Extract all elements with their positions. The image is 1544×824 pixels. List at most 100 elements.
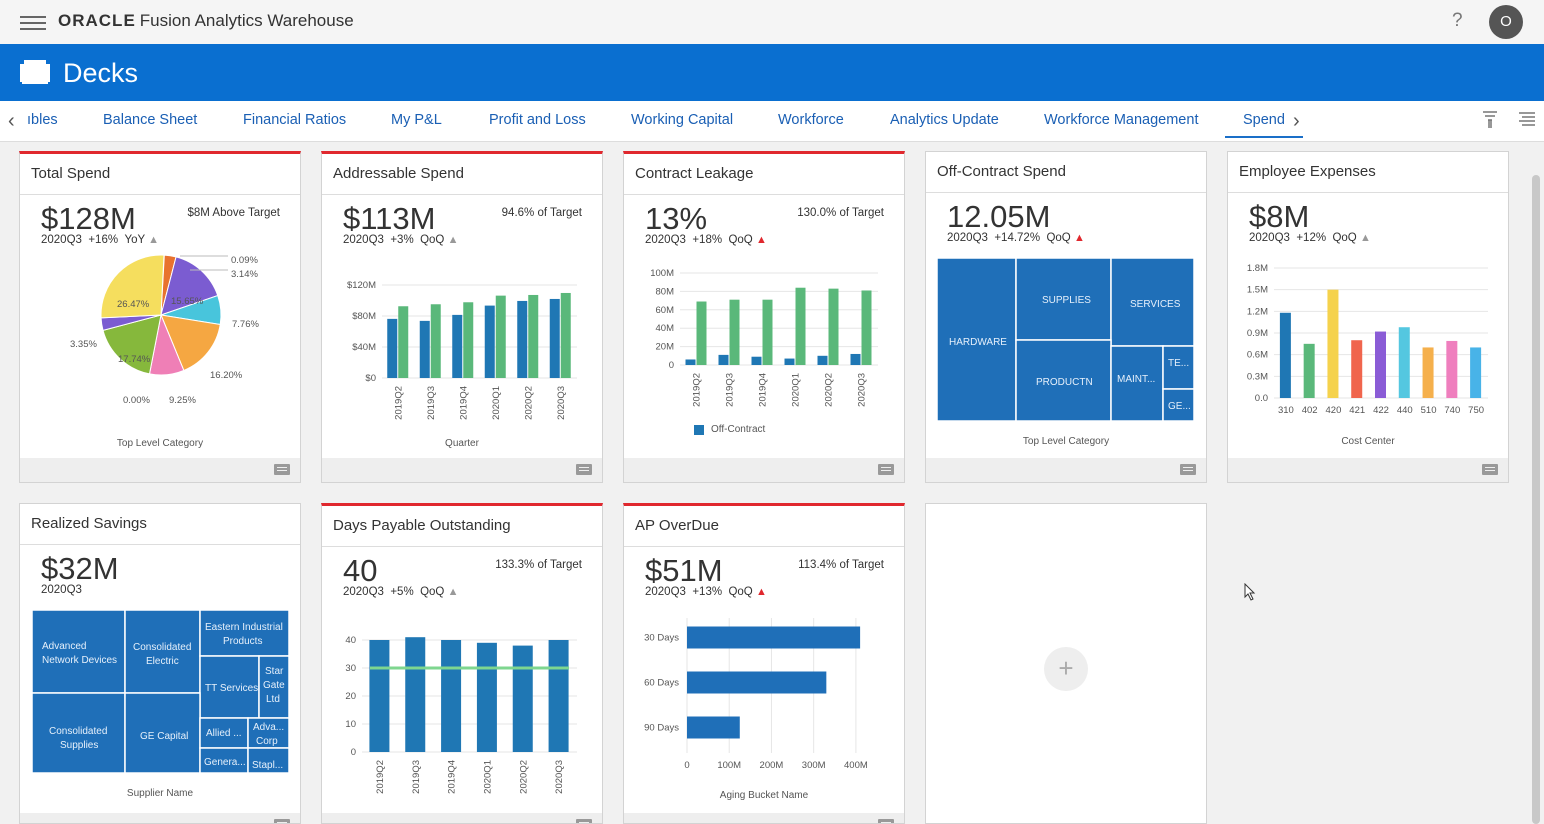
brand-logo: ORACLE Fusion Analytics Warehouse (58, 11, 354, 31)
kpi-sub: 2020Q3 +14.72% QoQ ▲ (947, 232, 1085, 244)
treemap-cell (937, 258, 1017, 421)
help-icon[interactable]: ? (1452, 10, 1463, 31)
kpi-period: 2020Q3 (645, 586, 686, 598)
bar (517, 300, 528, 378)
data-label: 0.00% (123, 395, 150, 406)
treemap-label: TE... (1168, 358, 1189, 369)
comment-icon[interactable] (878, 464, 894, 475)
bar (419, 320, 430, 378)
tab-my-pl[interactable]: My P&L (391, 112, 442, 128)
tab-spend[interactable]: Spend (1225, 112, 1303, 138)
y-tick-label: $120M (347, 280, 376, 291)
bar (1398, 327, 1410, 398)
kpi-period: 2020Q3 (41, 584, 82, 596)
kpi-period: 2020Q3 (41, 234, 82, 246)
tab-working-capital[interactable]: Working Capital (631, 112, 734, 128)
treemap-label: Electric (146, 656, 179, 667)
chevron-right-icon[interactable]: › (1293, 110, 1300, 132)
card-contract-leakage[interactable]: Contract Leakage 13% 2020Q3 +18% QoQ ▲ 1… (623, 151, 905, 483)
x-tick-label: 2020Q1 (491, 386, 502, 420)
comment-icon[interactable] (878, 819, 894, 823)
x-tick-label: 2020Q1 (791, 373, 802, 407)
card-title: AP OverDue (635, 517, 719, 534)
card-realized-savings[interactable]: Realized Savings $32M 2020Q3 Advanced Ne… (19, 503, 301, 824)
x-tick-label: 2019Q2 (692, 373, 703, 407)
comment-icon[interactable] (1180, 464, 1196, 475)
bar (476, 642, 497, 752)
tab-profit-and-loss[interactable]: Profit and Loss (489, 112, 586, 128)
treemap-label: GE... (1168, 401, 1191, 412)
tab-balance-sheet[interactable]: Balance Sheet (103, 112, 198, 128)
card-title: Contract Leakage (635, 165, 754, 182)
y-tick-label: 1.5M (1247, 285, 1268, 296)
bar (1303, 343, 1315, 398)
y-tick-label: 20M (656, 342, 675, 353)
comment-icon[interactable] (274, 464, 290, 475)
kpi-change: +5% (390, 586, 414, 598)
card-addressable-spend[interactable]: Addressable Spend $113M 2020Q3 +3% QoQ ▲… (321, 151, 603, 483)
comment-icon[interactable] (274, 819, 290, 823)
kpi-compare: QoQ (1332, 232, 1357, 244)
avatar[interactable]: O (1489, 5, 1523, 39)
comment-icon[interactable] (576, 819, 592, 823)
card-total-spend[interactable]: Total Spend $128M 2020Q3 +16% YoY ▲ $8M … (19, 151, 301, 483)
bar (784, 358, 795, 365)
treemap: HARDWARE SUPPLIES SERVICES PRODUCTN MAIN… (937, 258, 1195, 421)
treemap-cell (124, 610, 201, 694)
x-tick-label: 2020Q2 (824, 373, 835, 407)
card-employee-expenses[interactable]: Employee Expenses $8M 2020Q3 +12% QoQ ▲ … (1227, 151, 1509, 483)
bar-chart: 100M 80M 60M 40M 20M 0 2019Q2 2019Q3 2019Q4 2020Q… (650, 268, 878, 407)
treemap-label: Gate (263, 680, 285, 691)
bar (1351, 340, 1363, 398)
chevron-left-icon[interactable]: ‹ (8, 110, 15, 132)
kpi-sub: 2020Q3 +16% YoY ▲ (41, 234, 159, 246)
up-arrow-icon: ▲ (755, 234, 767, 246)
tab-analytics-update[interactable]: Analytics Update (890, 112, 999, 128)
comment-icon[interactable] (1482, 464, 1498, 475)
x-tick-label: 2020Q1 (482, 760, 493, 794)
kpi-change: +16% (88, 234, 119, 246)
treemap-cell (247, 747, 289, 773)
card-off-contract-spend[interactable]: Off-Contract Spend 12.05M 2020Q3 +14.72%… (925, 151, 1207, 483)
y-tick-label: $0 (365, 373, 376, 384)
kpi-compare: QoQ (420, 234, 445, 246)
scrollbar[interactable] (1532, 175, 1540, 824)
x-tick-label: 750 (1468, 405, 1484, 416)
x-tick-label: 300M (802, 760, 826, 771)
up-arrow-icon: ▲ (1359, 232, 1371, 244)
up-arrow-icon: ▲ (447, 234, 459, 246)
tab-workforce[interactable]: Workforce (778, 112, 844, 128)
treemap-label: Consolidated (133, 642, 191, 653)
y-tick-label: 40 (345, 635, 356, 646)
treemap-label: Products (223, 636, 262, 647)
bar (762, 299, 773, 365)
tab-workforce-management[interactable]: Workforce Management (1044, 112, 1199, 128)
bar (1446, 340, 1458, 398)
card-days-payable-outstanding[interactable]: Days Payable Outstanding 40 2020Q3 +5% Q… (321, 503, 603, 824)
bar (718, 354, 729, 365)
cursor-icon (1244, 583, 1256, 601)
x-tick-label: 2019Q3 (725, 373, 736, 407)
axis-title: Supplier Name (126, 788, 194, 799)
tab-bar: ‹ ıbles Balance Sheet Financial Ratios M… (0, 101, 1544, 142)
filter-icon[interactable] (1482, 111, 1498, 129)
bar (484, 305, 495, 378)
kpi-value: $8M (1249, 199, 1310, 234)
comment-icon[interactable] (576, 464, 592, 475)
tab-financial-ratios[interactable]: Financial Ratios (243, 112, 347, 128)
bar (548, 640, 569, 752)
treemap-label: GE Capital (140, 731, 188, 742)
y-tick-label: 1.2M (1247, 306, 1268, 317)
tab-tables[interactable]: ıbles (27, 112, 58, 128)
card-title: Off-Contract Spend (937, 163, 1066, 180)
x-tick-label: 2019Q2 (393, 386, 404, 420)
kpi-value: $128M (41, 201, 136, 236)
treemap-label: Stapl... (252, 760, 283, 771)
add-icon[interactable]: + (1044, 647, 1088, 691)
treemap-label: Ltd (266, 694, 280, 705)
treemap-label: Allied ... (206, 728, 242, 739)
card-ap-overdue[interactable]: AP OverDue $51M 2020Q3 +13% QoQ ▲ 113.4%… (623, 503, 905, 824)
hamburger-icon[interactable] (20, 12, 46, 32)
menu-list-icon[interactable] (1518, 111, 1536, 129)
bar-chart: $120M $80M $40M $0 2019Q2 2019Q3 2019Q4 2020Q1 2… (347, 280, 577, 420)
